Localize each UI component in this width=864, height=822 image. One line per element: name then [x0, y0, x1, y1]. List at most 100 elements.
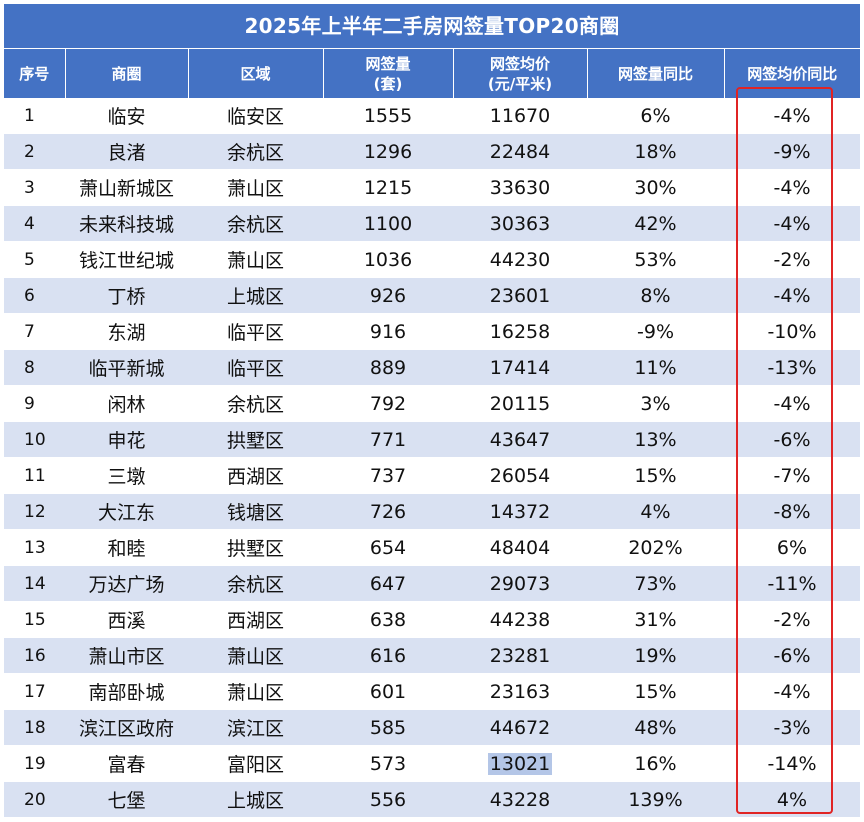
row-index-cell[interactable]: 4 — [4, 205, 65, 242]
price-yoy-cell[interactable]: -11% — [724, 565, 860, 602]
header-avg-price[interactable]: 网签均价 (元/平米) — [453, 49, 588, 98]
district-cell[interactable]: 拱墅区 — [188, 529, 323, 566]
avg-price-cell[interactable]: 13021 — [453, 745, 587, 782]
row-index-cell[interactable]: 12 — [4, 493, 65, 530]
row-index-cell[interactable]: 8 — [4, 349, 65, 386]
district-cell[interactable]: 钱塘区 — [188, 493, 323, 530]
avg-price-cell[interactable]: 16258 — [453, 313, 587, 350]
district-cell[interactable]: 余杭区 — [188, 565, 323, 602]
volume-cell[interactable]: 654 — [323, 529, 453, 566]
district-cell[interactable]: 临平区 — [188, 313, 323, 350]
avg-price-cell[interactable]: 11670 — [453, 98, 587, 134]
business-area-cell[interactable]: 富春 — [65, 745, 188, 782]
row-index-cell[interactable]: 20 — [4, 781, 65, 818]
price-yoy-cell[interactable]: -2% — [724, 601, 860, 638]
row-index-cell[interactable]: 1 — [4, 98, 65, 134]
volume-yoy-cell[interactable]: 18% — [587, 133, 724, 170]
row-index-cell[interactable]: 14 — [4, 565, 65, 602]
district-cell[interactable]: 余杭区 — [188, 133, 323, 170]
business-area-cell[interactable]: 东湖 — [65, 313, 188, 350]
avg-price-cell[interactable]: 23281 — [453, 637, 587, 674]
header-volume[interactable]: 网签量 (套) — [323, 49, 454, 98]
business-area-cell[interactable]: 萧山新城区 — [65, 169, 188, 206]
district-cell[interactable]: 余杭区 — [188, 205, 323, 242]
volume-cell[interactable]: 1555 — [323, 98, 453, 134]
row-index-cell[interactable]: 9 — [4, 385, 65, 422]
row-index-cell[interactable]: 7 — [4, 313, 65, 350]
district-cell[interactable]: 萧山区 — [188, 637, 323, 674]
volume-yoy-cell[interactable]: 42% — [587, 205, 724, 242]
district-cell[interactable]: 萧山区 — [188, 673, 323, 710]
volume-yoy-cell[interactable]: 31% — [587, 601, 724, 638]
avg-price-cell[interactable]: 23601 — [453, 277, 587, 314]
volume-cell[interactable]: 1100 — [323, 205, 453, 242]
volume-yoy-cell[interactable]: 11% — [587, 349, 724, 386]
price-yoy-cell[interactable]: -7% — [724, 457, 860, 494]
avg-price-cell[interactable]: 23163 — [453, 673, 587, 710]
avg-price-cell[interactable]: 44238 — [453, 601, 587, 638]
avg-price-cell[interactable]: 44230 — [453, 241, 587, 278]
volume-cell[interactable]: 1296 — [323, 133, 453, 170]
avg-price-cell[interactable]: 20115 — [453, 385, 587, 422]
business-area-cell[interactable]: 申花 — [65, 421, 188, 458]
price-yoy-cell[interactable]: 6% — [724, 529, 860, 566]
volume-yoy-cell[interactable]: 53% — [587, 241, 724, 278]
price-yoy-cell[interactable]: -6% — [724, 637, 860, 674]
business-area-cell[interactable]: 钱江世纪城 — [65, 241, 188, 278]
price-yoy-cell[interactable]: -13% — [724, 349, 860, 386]
row-index-cell[interactable]: 17 — [4, 673, 65, 710]
price-yoy-cell[interactable]: -3% — [724, 709, 860, 746]
volume-cell[interactable]: 638 — [323, 601, 453, 638]
avg-price-cell[interactable]: 26054 — [453, 457, 587, 494]
volume-yoy-cell[interactable]: 4% — [587, 493, 724, 530]
volume-yoy-cell[interactable]: 15% — [587, 457, 724, 494]
business-area-cell[interactable]: 临平新城 — [65, 349, 188, 386]
district-cell[interactable]: 临安区 — [188, 98, 323, 134]
avg-price-cell[interactable]: 33630 — [453, 169, 587, 206]
row-index-cell[interactable]: 11 — [4, 457, 65, 494]
row-index-cell[interactable]: 15 — [4, 601, 65, 638]
volume-yoy-cell[interactable]: 48% — [587, 709, 724, 746]
avg-price-cell[interactable]: 29073 — [453, 565, 587, 602]
business-area-cell[interactable]: 大江东 — [65, 493, 188, 530]
business-area-cell[interactable]: 和睦 — [65, 529, 188, 566]
price-yoy-cell[interactable]: -9% — [724, 133, 860, 170]
volume-cell[interactable]: 1215 — [323, 169, 453, 206]
volume-cell[interactable]: 771 — [323, 421, 453, 458]
volume-cell[interactable]: 601 — [323, 673, 453, 710]
volume-cell[interactable]: 573 — [323, 745, 453, 782]
volume-cell[interactable]: 889 — [323, 349, 453, 386]
price-yoy-cell[interactable]: -2% — [724, 241, 860, 278]
volume-yoy-cell[interactable]: 8% — [587, 277, 724, 314]
volume-cell[interactable]: 556 — [323, 781, 453, 818]
volume-yoy-cell[interactable]: 6% — [587, 98, 724, 134]
volume-yoy-cell[interactable]: 13% — [587, 421, 724, 458]
business-area-cell[interactable]: 万达广场 — [65, 565, 188, 602]
volume-cell[interactable]: 916 — [323, 313, 453, 350]
business-area-cell[interactable]: 未来科技城 — [65, 205, 188, 242]
header-business-area[interactable]: 商圈 — [65, 49, 189, 98]
volume-cell[interactable]: 726 — [323, 493, 453, 530]
avg-price-cell[interactable]: 43647 — [453, 421, 587, 458]
volume-yoy-cell[interactable]: -9% — [587, 313, 724, 350]
district-cell[interactable]: 滨江区 — [188, 709, 323, 746]
header-district[interactable]: 区域 — [188, 49, 324, 98]
price-yoy-cell[interactable]: -4% — [724, 98, 860, 134]
row-index-cell[interactable]: 10 — [4, 421, 65, 458]
district-cell[interactable]: 萧山区 — [188, 169, 323, 206]
volume-cell[interactable]: 616 — [323, 637, 453, 674]
district-cell[interactable]: 西湖区 — [188, 457, 323, 494]
row-index-cell[interactable]: 19 — [4, 745, 65, 782]
price-yoy-cell[interactable]: -4% — [724, 205, 860, 242]
volume-yoy-cell[interactable]: 139% — [587, 781, 724, 818]
volume-yoy-cell[interactable]: 15% — [587, 673, 724, 710]
row-index-cell[interactable]: 16 — [4, 637, 65, 674]
price-yoy-cell[interactable]: -8% — [724, 493, 860, 530]
row-index-cell[interactable]: 13 — [4, 529, 65, 566]
row-index-cell[interactable]: 5 — [4, 241, 65, 278]
volume-yoy-cell[interactable]: 3% — [587, 385, 724, 422]
volume-cell[interactable]: 926 — [323, 277, 453, 314]
price-yoy-cell[interactable]: -4% — [724, 673, 860, 710]
district-cell[interactable]: 上城区 — [188, 781, 323, 818]
header-index[interactable]: 序号 — [4, 49, 66, 98]
